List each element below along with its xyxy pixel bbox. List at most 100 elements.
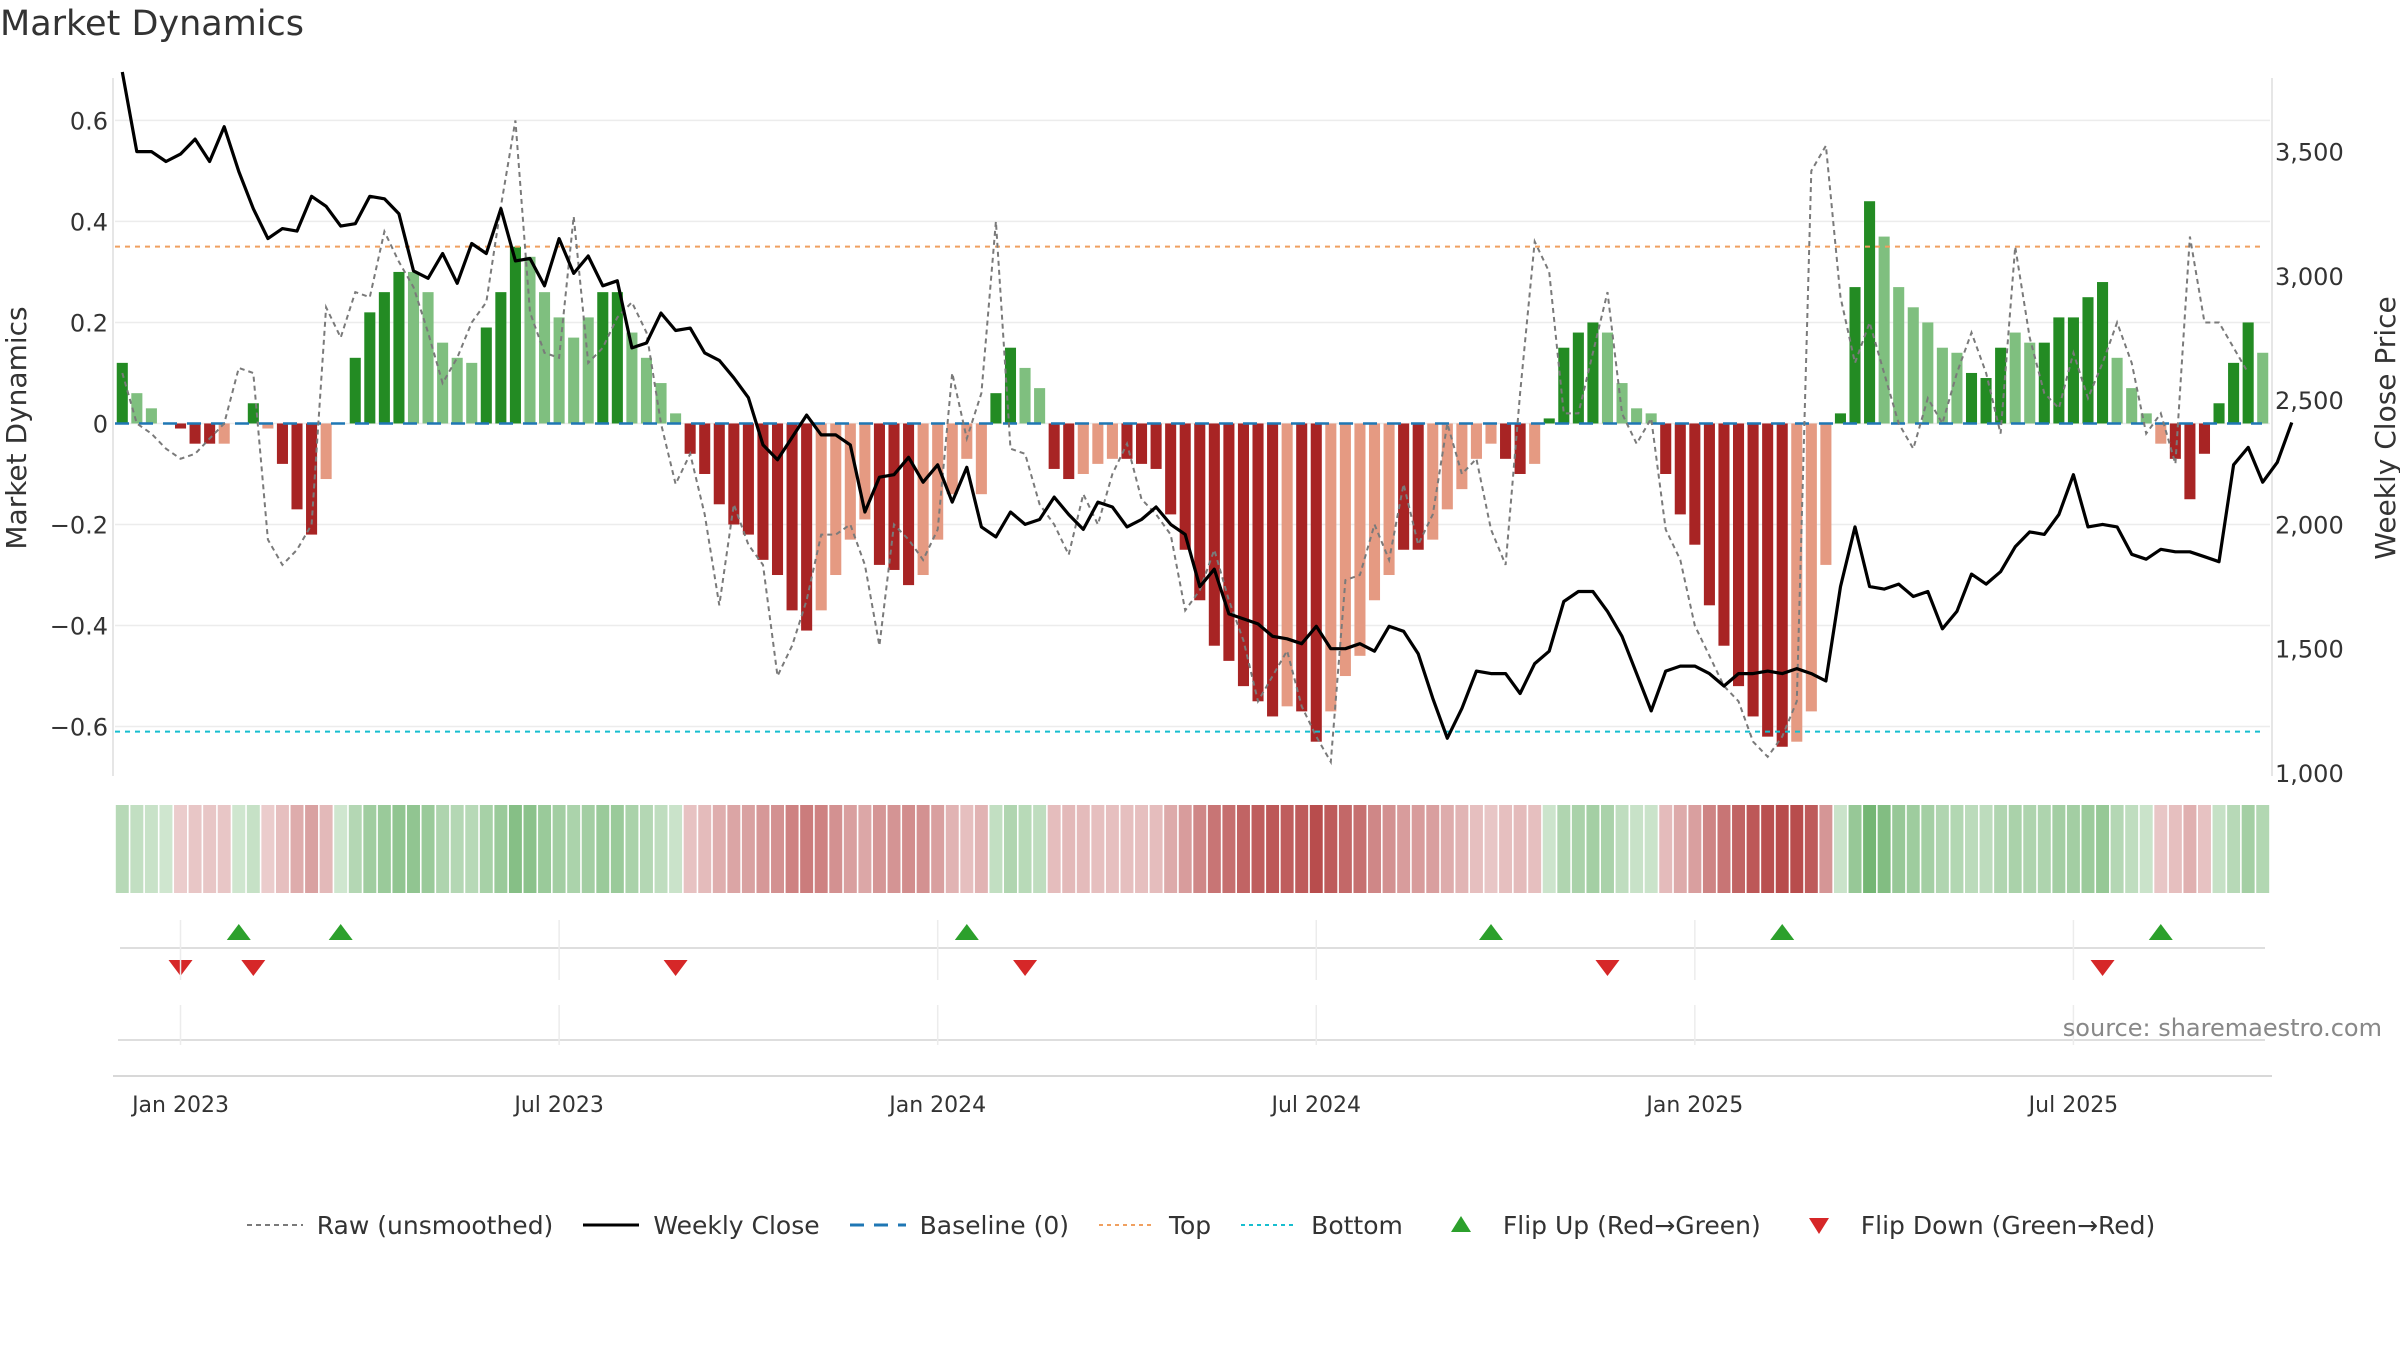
dynamics-bar	[582, 317, 594, 424]
regime-cell	[1018, 805, 1032, 893]
dynamics-bar	[218, 423, 230, 444]
dynamics-bar	[1179, 423, 1191, 550]
regime-cell	[1368, 805, 1381, 893]
regime-cell	[450, 805, 464, 893]
regime-cell	[1528, 805, 1542, 893]
dynamics-bar	[1558, 347, 1570, 424]
y-left-tick-label: −0.6	[50, 714, 108, 742]
regime-cell	[1702, 805, 1716, 893]
dynamics-bar	[815, 423, 827, 611]
regime-cell	[2197, 805, 2211, 893]
dynamics-bar	[1034, 388, 1046, 424]
regime-cell	[421, 805, 435, 893]
close-line-swatch	[583, 1223, 640, 1227]
dynamics-bar	[407, 271, 420, 424]
regime-cell	[960, 805, 974, 893]
dynamics-bar	[1252, 423, 1264, 702]
dynamics-bar	[873, 423, 885, 565]
regime-cell	[683, 805, 697, 893]
dynamics-bar	[2257, 352, 2269, 424]
dynamics-bar	[1529, 423, 1541, 464]
regime-cell	[538, 805, 552, 893]
dynamics-bar	[1776, 423, 1788, 747]
dynamics-bar	[364, 312, 376, 424]
flip-down-icon	[1808, 1218, 1829, 1234]
regime-cell	[363, 805, 377, 893]
top-line-swatch	[1098, 1224, 1155, 1226]
dynamics-bar	[2140, 413, 2152, 424]
dynamics-bar	[1019, 367, 1031, 424]
dynamics-bar	[1267, 423, 1279, 717]
dynamics-bar	[1165, 423, 1177, 515]
dynamics-bar	[1092, 423, 1104, 464]
dynamics-bar	[2169, 423, 2181, 459]
x-tick-label: Jan 2025	[1644, 1093, 1743, 1118]
y-right-tick-label: 2,500	[2275, 387, 2344, 415]
flip-up-marker	[2148, 924, 2173, 940]
dynamics-bar	[1354, 423, 1366, 656]
dynamics-bar	[1601, 332, 1614, 424]
dynamics-bar	[888, 423, 900, 570]
regime-cell	[1717, 805, 1731, 893]
dynamics-bar	[771, 423, 784, 576]
regime-cell	[698, 805, 712, 893]
regime-cell	[1571, 805, 1585, 893]
dynamics-bar	[1412, 423, 1424, 550]
regime-cell	[246, 805, 260, 893]
regime-cell	[348, 805, 362, 893]
dynamics-bar	[189, 423, 201, 444]
dynamics-bar	[1296, 423, 1308, 712]
regime-cell	[1935, 805, 1949, 893]
dynamics-bars	[116, 201, 2269, 747]
dynamics-bar	[830, 423, 842, 576]
dynamics-bar	[553, 317, 565, 424]
dynamics-bar	[640, 357, 653, 424]
raw-line-swatch	[246, 1224, 303, 1226]
x-tick-label: Jan 2024	[887, 1093, 986, 1118]
dynamics-bar	[1718, 423, 1730, 646]
dynamics-bar	[1922, 322, 1934, 424]
regime-cell	[1775, 805, 1789, 893]
regime-cell	[319, 805, 333, 893]
regime-cell	[1309, 805, 1323, 893]
y-left-tick-label: 0.6	[70, 107, 108, 135]
regime-cell	[1076, 805, 1090, 893]
regime-cell	[1906, 805, 1920, 893]
dynamics-bar	[451, 357, 463, 424]
regime-cell	[2139, 805, 2153, 893]
x-tick-label: Jul 2025	[2027, 1093, 2119, 1118]
regime-cell	[159, 805, 173, 893]
regime-cell	[2125, 805, 2139, 893]
regime-cell	[974, 805, 988, 893]
regime-cell	[1877, 805, 1891, 893]
dynamics-bar	[990, 393, 1002, 424]
right-axis-ticks: 3,500 3,000 2,500 2,000 1,500 1,000	[2275, 139, 2344, 788]
dynamics-bar	[349, 357, 361, 424]
axis-frame	[112, 78, 2273, 776]
regime-cell	[639, 805, 653, 893]
dynamics-bar	[2097, 282, 2109, 424]
dynamics-bar	[1645, 413, 1657, 424]
dynamics-bar	[1864, 201, 1876, 424]
regime-cell	[1222, 805, 1236, 893]
dynamics-bar	[1703, 423, 1715, 606]
regime-cell	[1455, 805, 1469, 893]
regime-cell	[1863, 805, 1877, 893]
dynamics-bar	[539, 292, 551, 424]
y-right-tick-label: 3,500	[2275, 139, 2344, 167]
regime-cell	[2066, 805, 2080, 893]
y-axis-label-right: Weekly Close Price	[2369, 296, 2400, 559]
regime-cell	[814, 805, 828, 893]
dynamics-bar	[2184, 423, 2196, 500]
legend-item-bottom: Bottom	[1239, 1210, 1403, 1240]
y-left-tick-label: −0.2	[50, 511, 108, 539]
legend-item-baseline: Baseline (0)	[848, 1210, 1069, 1240]
dynamics-bar	[1820, 423, 1832, 565]
dynamics-bar	[1631, 408, 1643, 424]
dynamics-bar	[1995, 347, 2007, 424]
dynamics-bar	[713, 423, 725, 505]
regime-cell	[1921, 805, 1935, 893]
regime-cell	[1892, 805, 1906, 893]
regime-cell	[596, 805, 610, 893]
regime-cell	[989, 805, 1003, 893]
